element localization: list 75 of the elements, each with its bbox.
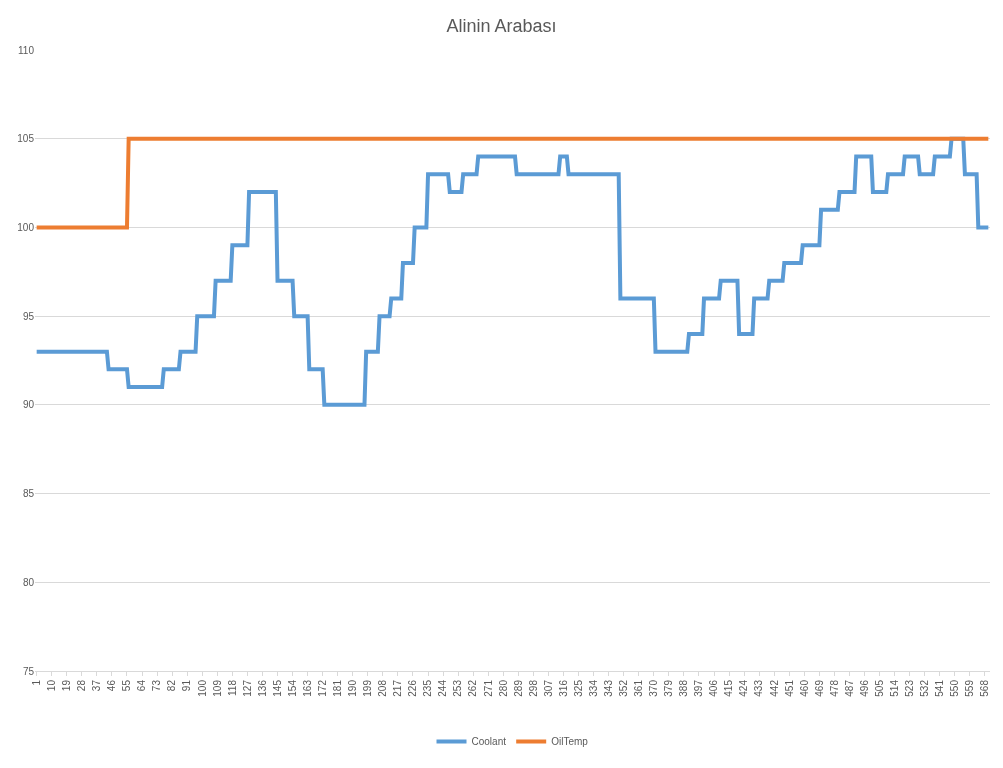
x-tick-label: 91: [181, 679, 193, 692]
x-tick-label: 559: [964, 679, 976, 697]
x-tick-label: 523: [903, 679, 915, 697]
x-tick-label: 469: [813, 679, 825, 697]
x-tick-label: 100: [196, 679, 208, 697]
x-tick-label: 271: [482, 679, 494, 697]
x-tick-label: 190: [347, 679, 359, 697]
x-tick-label: 127: [241, 679, 253, 697]
x-tick-label: 397: [693, 679, 705, 697]
x-tick-label: 154: [286, 679, 298, 697]
x-tick-label: 19: [61, 679, 73, 692]
y-tick-label: 90: [22, 399, 35, 411]
y-tick-label: 95: [22, 310, 35, 322]
x-tick-label: 478: [828, 679, 840, 697]
x-tick-label: 46: [106, 679, 118, 692]
legend-label: Coolant: [471, 736, 507, 748]
y-tick-label: 75: [22, 665, 35, 677]
x-tick-label: 55: [121, 679, 133, 692]
x-tick-label: 181: [331, 679, 343, 697]
y-tick-label: 110: [18, 44, 35, 56]
x-tick-label: 406: [708, 679, 720, 697]
x-tick-label: 505: [873, 679, 885, 697]
x-tick-label: 235: [422, 679, 434, 697]
x-tick-label: 568: [979, 679, 991, 697]
x-tick-label: 541: [934, 679, 946, 697]
x-tick-label: 145: [271, 679, 283, 697]
x-tick-label: 325: [572, 679, 584, 697]
x-tick-label: 73: [151, 679, 163, 692]
x-tick-label: 379: [663, 679, 675, 697]
x-tick-label: 352: [617, 679, 629, 697]
x-tick-label: 361: [633, 679, 645, 697]
x-tick-label: 415: [723, 679, 735, 697]
x-tick-label: 208: [377, 679, 389, 697]
x-tick-label: 343: [602, 679, 614, 697]
chart-title: Alinin Arabası: [446, 15, 557, 36]
x-tick-label: 28: [76, 679, 88, 692]
x-tick-label: 82: [166, 679, 178, 692]
y-tick-label: 80: [22, 576, 35, 588]
x-tick-label: 433: [753, 679, 765, 697]
x-tick-label: 370: [648, 679, 660, 697]
x-tick-label: 487: [843, 679, 855, 697]
x-tick-label: 289: [512, 679, 524, 697]
x-tick-label: 109: [211, 679, 223, 697]
x-tick-label: 451: [783, 679, 795, 697]
x-tick-label: 424: [738, 679, 750, 697]
x-tick-label: 460: [798, 679, 810, 697]
x-tick-label: 163: [301, 679, 313, 697]
x-tick-label: 217: [392, 679, 404, 697]
x-tick-label: 10: [45, 679, 57, 692]
x-tick-label: 136: [256, 679, 268, 697]
x-tick-label: 226: [407, 679, 419, 697]
x-tick-label: 172: [316, 679, 328, 697]
x-tick-label: 280: [497, 679, 509, 697]
x-tick-label: 1: [30, 679, 42, 686]
x-tick-label: 442: [768, 679, 780, 697]
x-tick-label: 199: [362, 679, 374, 697]
x-tick-label: 307: [542, 679, 554, 697]
x-tick-label: 388: [678, 679, 690, 697]
x-tick-label: 118: [226, 679, 238, 696]
x-tick-label: 316: [557, 679, 569, 697]
x-tick-label: 244: [437, 679, 449, 697]
x-tick-label: 64: [136, 679, 148, 692]
x-tick-label: 496: [858, 679, 870, 697]
y-tick-label: 100: [17, 221, 35, 233]
y-tick-label: 105: [17, 133, 35, 145]
legend-label: OilTemp: [551, 736, 589, 748]
x-tick-label: 37: [91, 679, 103, 692]
x-tick-label: 262: [467, 679, 479, 697]
x-tick-label: 514: [888, 679, 900, 697]
x-tick-label: 298: [527, 679, 539, 697]
x-tick-label: 532: [919, 679, 931, 697]
x-tick-label: 334: [587, 679, 599, 697]
x-tick-label: 253: [452, 679, 464, 697]
x-tick-label: 550: [949, 679, 961, 697]
y-tick-label: 85: [22, 488, 35, 500]
